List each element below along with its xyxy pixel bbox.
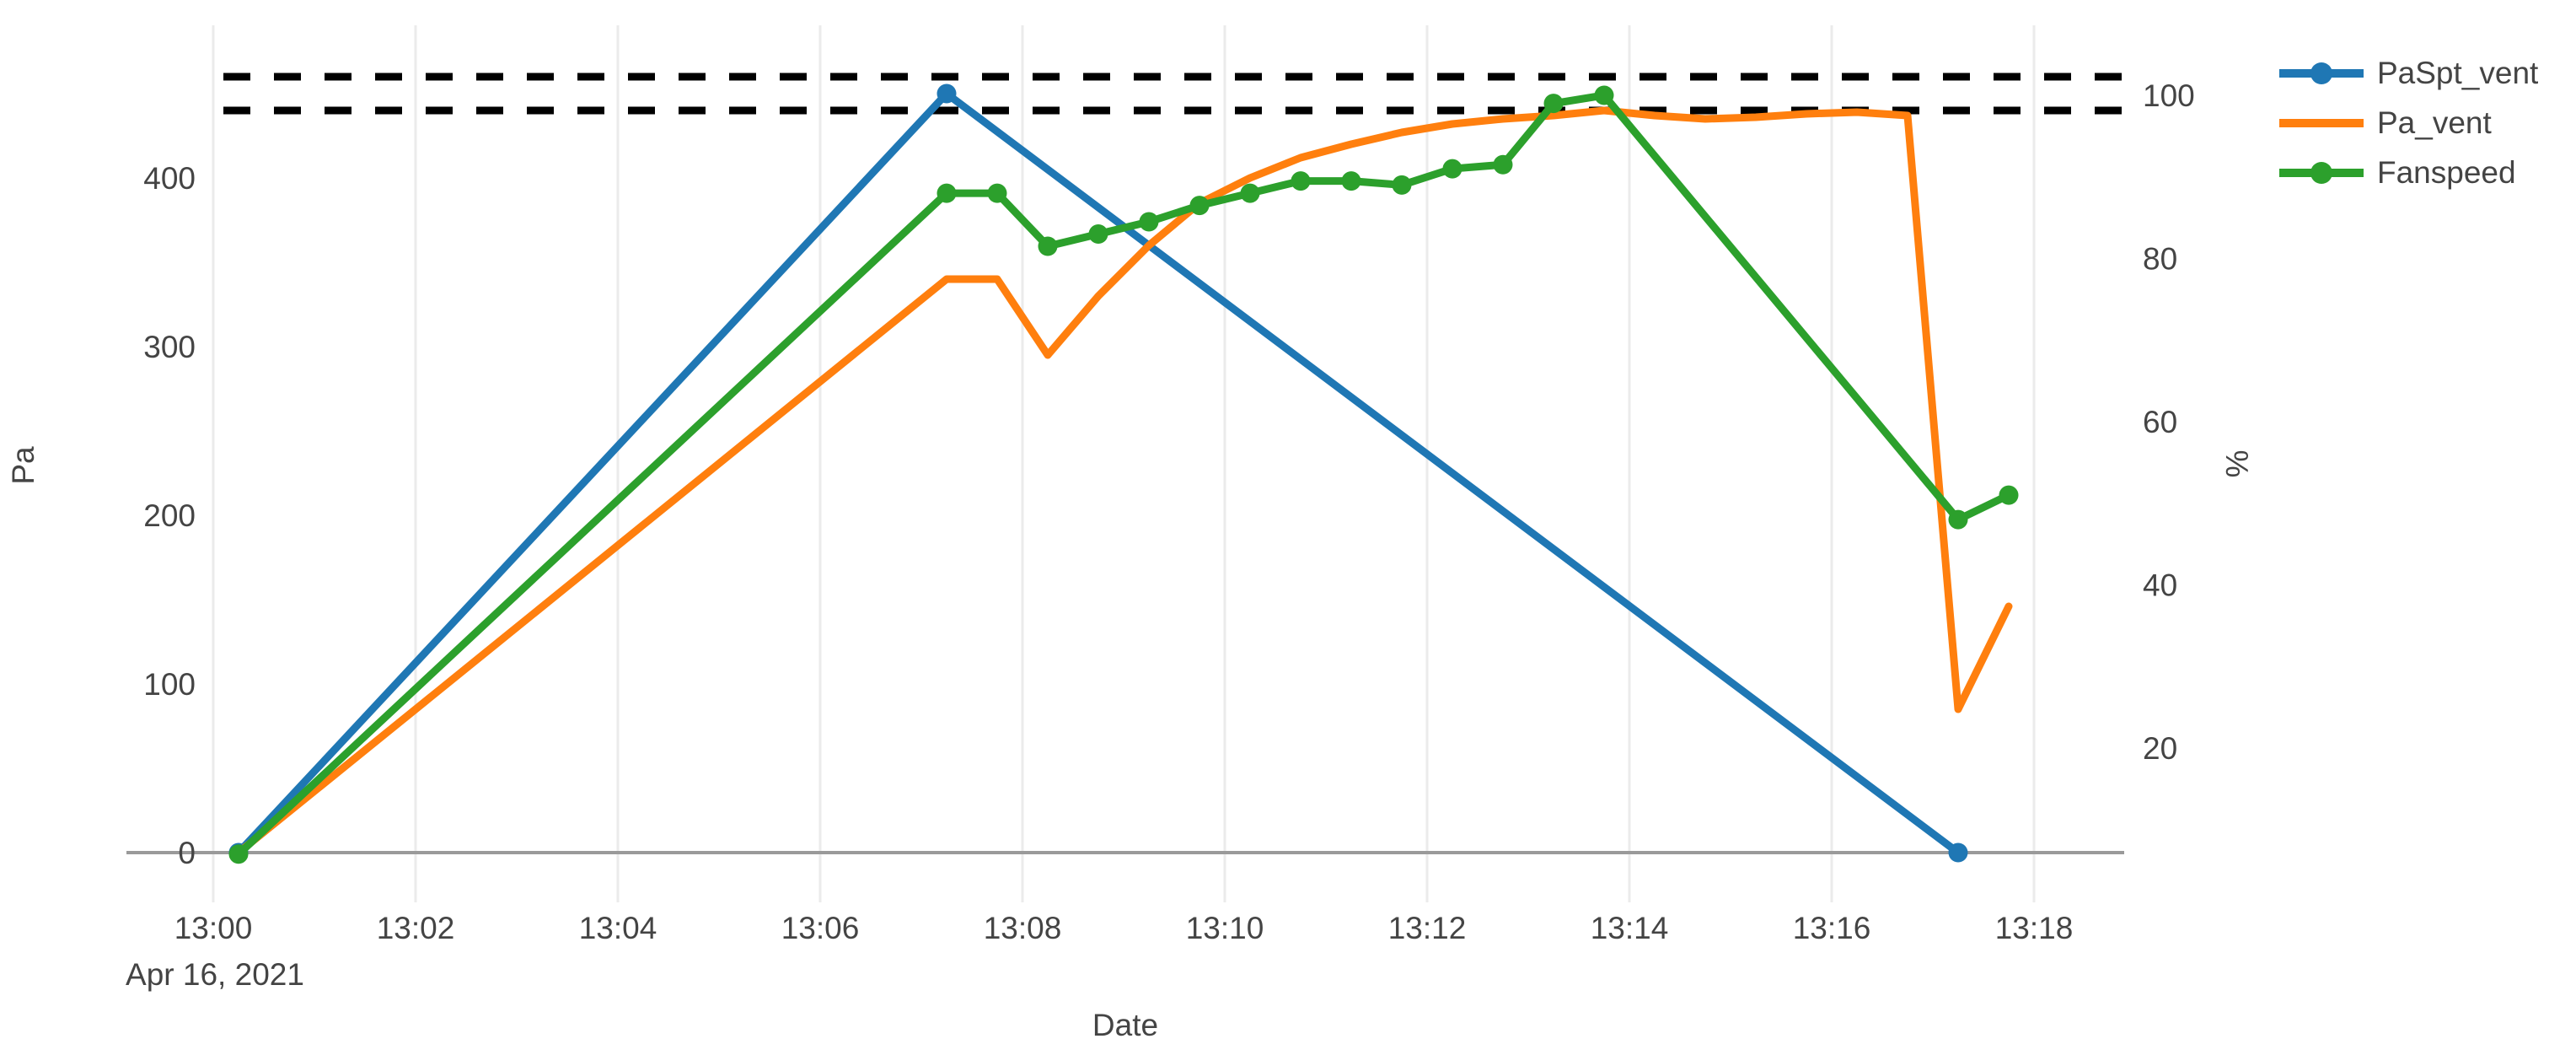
legend-item-Pa_vent[interactable]: Pa_vent — [2278, 107, 2538, 138]
gridlines — [212, 25, 2036, 902]
series-marker-Fanspeed[interactable] — [1189, 196, 1210, 216]
x-tick-13:10: 13:10 — [1186, 911, 1264, 945]
x-tick-13:18: 13:18 — [1995, 911, 2074, 945]
right-axis-tick-labels: 20 40 60 80 100 — [2143, 78, 2195, 766]
x-tick-13:06: 13:06 — [781, 911, 860, 945]
series-marker-Fanspeed[interactable] — [1038, 236, 1058, 256]
series-marker-Fanspeed[interactable] — [936, 183, 957, 203]
series-marker-Fanspeed[interactable] — [1999, 485, 2019, 505]
left-tick-100: 100 — [143, 667, 196, 702]
legend-item-PaSpt_vent[interactable]: PaSpt_vent — [2278, 57, 2538, 89]
left-tick-200: 200 — [143, 498, 196, 533]
series-marker-Fanspeed[interactable] — [1392, 175, 1412, 195]
reference-lines — [223, 73, 2124, 115]
series-marker-Fanspeed[interactable] — [1442, 159, 1462, 179]
x-tick-13:08: 13:08 — [984, 911, 1062, 945]
legend-item-Fanspeed[interactable]: Fanspeed — [2278, 157, 2538, 188]
series-marker-PaSpt_vent[interactable] — [1948, 842, 1968, 863]
right-tick-20: 20 — [2143, 731, 2177, 766]
legend-label: Pa_vent — [2377, 105, 2492, 140]
series-marker-Fanspeed[interactable] — [1291, 171, 1311, 191]
series-marker-Fanspeed[interactable] — [1240, 183, 1260, 203]
right-axis-title: % — [2219, 450, 2254, 478]
legend-marker-icon — [2310, 62, 2332, 84]
left-axis-tick-labels: 0 100 200 300 400 — [143, 161, 196, 870]
right-tick-40: 40 — [2143, 568, 2177, 603]
series-marker-Fanspeed[interactable] — [1948, 509, 1968, 530]
series-marker-Fanspeed[interactable] — [1543, 94, 1564, 114]
series-marker-Fanspeed[interactable] — [1088, 223, 1108, 244]
right-tick-100: 100 — [2143, 78, 2195, 113]
x-tick-13:12: 13:12 — [1388, 911, 1467, 945]
left-tick-400: 400 — [143, 161, 196, 196]
series-marker-Fanspeed[interactable] — [1594, 85, 1614, 105]
x-tick-13:16: 13:16 — [1793, 911, 1871, 945]
series-marker-Fanspeed[interactable] — [1341, 171, 1361, 191]
x-axis-tick-labels: 13:00 13:02 13:04 13:06 13:08 13:10 13:12 13:14… — [174, 911, 2074, 945]
x-tick-13:00: 13:00 — [174, 911, 253, 945]
legend-swatch-Fanspeed — [2279, 161, 2364, 184]
left-tick-300: 300 — [143, 330, 196, 364]
x-axis-title: Date — [1092, 1008, 1158, 1042]
series-marker-Fanspeed[interactable] — [1139, 212, 1159, 232]
left-tick-0: 0 — [178, 836, 196, 870]
series-line-Pa_vent[interactable] — [234, 106, 2013, 857]
right-tick-80: 80 — [2143, 242, 2177, 277]
left-axis-title: Pa — [6, 446, 40, 485]
x-tick-13:04: 13:04 — [579, 911, 657, 945]
series-marker-PaSpt_vent[interactable] — [936, 83, 957, 104]
x-tick-13:14: 13:14 — [1591, 911, 1669, 945]
series-marker-Fanspeed[interactable] — [228, 844, 249, 864]
right-tick-60: 60 — [2143, 405, 2177, 439]
legend-swatch-PaSpt_vent — [2279, 62, 2364, 84]
legend: PaSpt_vent Pa_vent Fanspeed — [2278, 57, 2538, 188]
legend-label: PaSpt_vent — [2377, 56, 2539, 90]
series-line-Fanspeed[interactable] — [234, 91, 2013, 859]
series-marker-Fanspeed[interactable] — [1493, 154, 1513, 175]
legend-marker-icon — [2310, 161, 2332, 184]
series-marker-Fanspeed[interactable] — [987, 183, 1007, 203]
x-tick-13:02: 13:02 — [377, 911, 455, 945]
legend-swatch-Pa_vent — [2279, 118, 2364, 127]
legend-label: Fanspeed — [2377, 155, 2516, 190]
x-axis-date-annotation: Apr 16, 2021 — [126, 957, 304, 992]
series-lines — [228, 83, 2019, 864]
